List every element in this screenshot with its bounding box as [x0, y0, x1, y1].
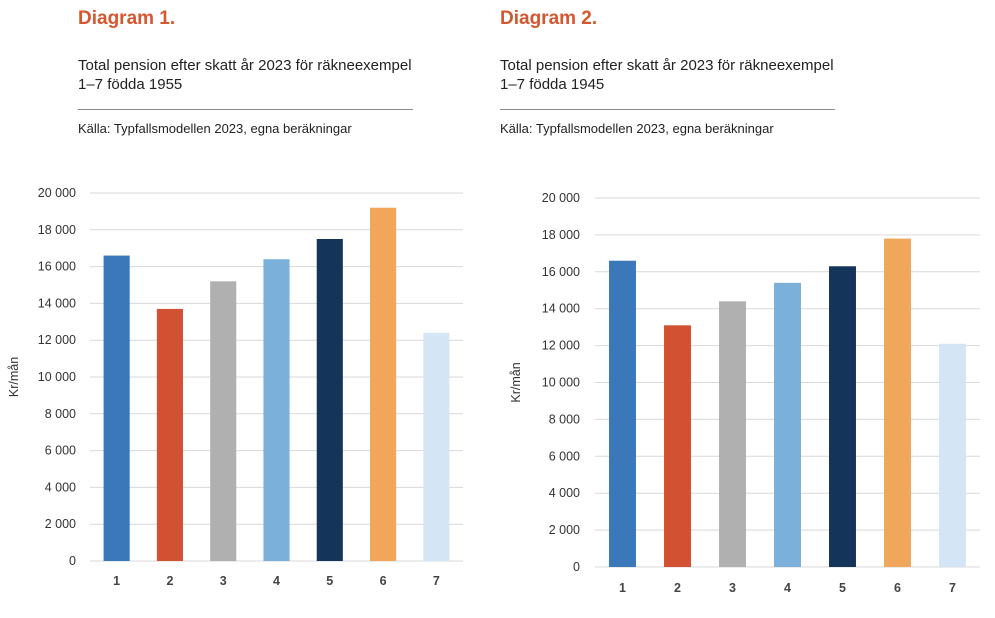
subtitle-line-2: 1–7 födda 1955 [78, 76, 183, 93]
x-category-label: 1 [113, 574, 120, 588]
diagram-source: Källa: Typfallsmodellen 2023, egna beräk… [500, 121, 774, 136]
y-tick-label: 16 000 [542, 265, 580, 279]
bar-7 [423, 332, 450, 561]
x-category-label: 1 [619, 581, 626, 595]
subtitle-line-1: Total pension efter skatt år 2023 för rä… [500, 57, 834, 74]
y-tick-label: 4 000 [45, 480, 76, 494]
y-tick-label: 6 000 [549, 449, 580, 463]
x-category-label: 3 [729, 581, 736, 595]
y-tick-label: 0 [573, 560, 580, 574]
y-axis-title: Kr/mån [509, 362, 523, 402]
diagram-heading: Diagram 1. [78, 8, 176, 29]
bar-2 [156, 308, 183, 561]
bar-4 [263, 259, 290, 561]
bar-4 [774, 282, 801, 567]
x-category-label: 7 [949, 581, 956, 595]
bar-1 [609, 260, 636, 567]
divider [78, 109, 413, 110]
subtitle-line-1: Total pension efter skatt år 2023 för rä… [78, 57, 412, 74]
y-tick-label: 12 000 [542, 339, 580, 353]
y-tick-label: 20 000 [542, 191, 580, 205]
x-category-label: 6 [894, 581, 901, 595]
chart-panel-1: Diagram 1. Total pension efter skatt år … [0, 0, 480, 618]
bar-1 [103, 255, 130, 561]
x-category-label: 2 [674, 581, 681, 595]
bar-chart-1: 0 2 000 4 000 6 000 8 000 10 000 12 000 14 000 1… [7, 186, 463, 588]
y-tick-label: 0 [69, 554, 76, 568]
x-category-label: 2 [166, 574, 173, 588]
bar-2 [664, 325, 691, 567]
x-category-label: 7 [433, 574, 440, 588]
y-tick-label: 20 000 [38, 186, 76, 200]
x-category-label: 5 [326, 574, 333, 588]
diagram-subtitle: Total pension efter skatt år 2023 för rä… [500, 56, 900, 94]
y-tick-label: 2 000 [45, 517, 76, 531]
y-axis-title: Kr/mån [7, 357, 21, 397]
x-category-label: 6 [380, 574, 387, 588]
y-tick-label: 12 000 [38, 333, 76, 347]
y-tick-label: 6 000 [45, 444, 76, 458]
y-tick-label: 16 000 [38, 260, 76, 274]
divider [500, 109, 835, 110]
bar-6 [370, 207, 397, 561]
y-tick-label: 2 000 [549, 523, 580, 537]
diagram-heading: Diagram 2. [500, 8, 598, 29]
bar-7 [939, 343, 966, 567]
y-tick-label: 18 000 [38, 223, 76, 237]
bar-chart-2: 0 2 000 4 000 6 000 8 000 10 000 12 000 14 000 1… [509, 191, 980, 595]
x-category-label: 3 [220, 574, 227, 588]
x-category-label: 5 [839, 581, 846, 595]
y-tick-label: 18 000 [542, 228, 580, 242]
bar-5 [829, 266, 856, 567]
bar-3 [719, 301, 746, 567]
y-tick-label: 10 000 [38, 370, 76, 384]
y-tick-label: 14 000 [38, 296, 76, 310]
y-tick-label: 14 000 [542, 302, 580, 316]
diagram-source: Källa: Typfallsmodellen 2023, egna beräk… [78, 121, 352, 136]
chart-panel-2: Diagram 2. Total pension efter skatt år … [500, 0, 980, 618]
y-tick-label: 10 000 [542, 376, 580, 390]
x-category-label: 4 [784, 581, 791, 595]
y-tick-label: 8 000 [45, 407, 76, 421]
bar-3 [210, 281, 237, 561]
x-category-label: 4 [273, 574, 280, 588]
bar-6 [884, 238, 911, 567]
y-tick-label: 4 000 [549, 486, 580, 500]
subtitle-line-2: 1–7 födda 1945 [500, 76, 605, 93]
y-tick-label: 8 000 [549, 412, 580, 426]
bar-5 [316, 239, 343, 561]
diagram-subtitle: Total pension efter skatt år 2023 för rä… [78, 56, 478, 94]
